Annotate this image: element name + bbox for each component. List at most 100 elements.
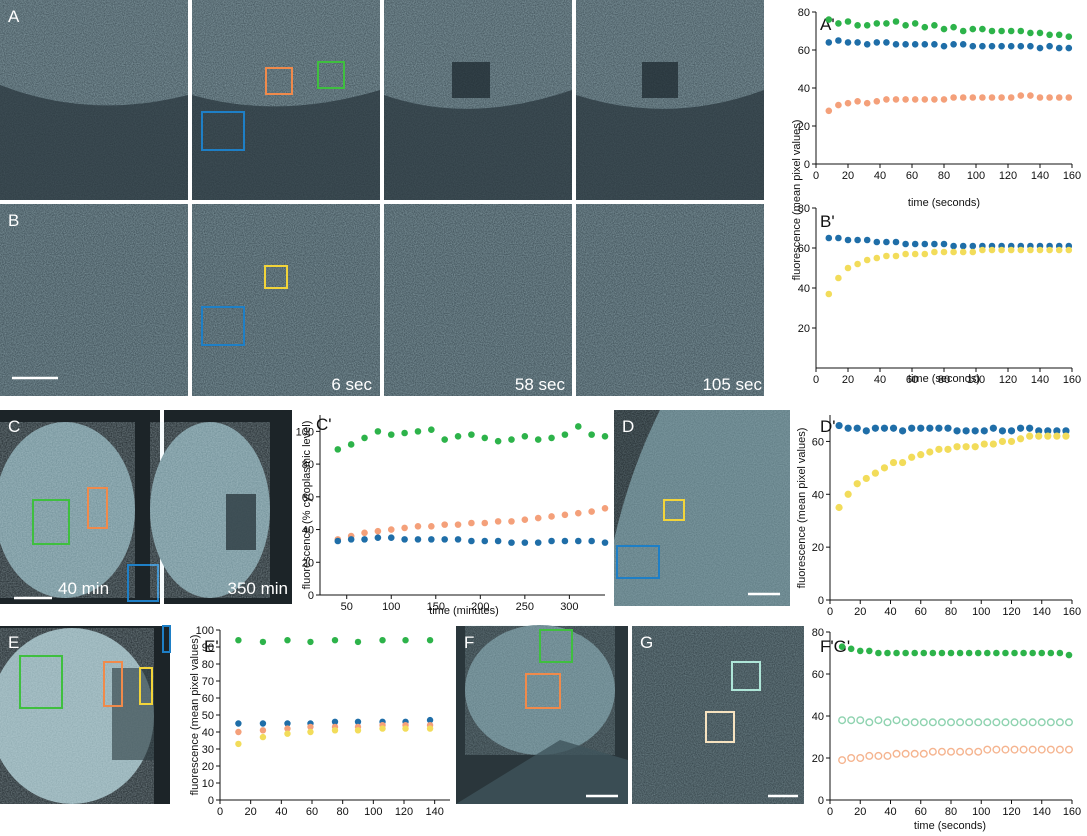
data-point-green — [892, 18, 900, 25]
time-label-c2: 350 min — [228, 579, 288, 598]
data-point-blue — [854, 39, 861, 46]
panel-g-image — [632, 626, 804, 804]
data-point-green — [938, 649, 946, 657]
data-point-yellow — [998, 246, 1005, 254]
data-point-blue — [959, 242, 967, 250]
y-tick-label: 90 — [202, 642, 214, 654]
data-point-green — [1065, 33, 1073, 40]
data-point-yellow — [940, 248, 948, 256]
data-point-yellow — [1035, 432, 1043, 440]
data-point-yellow — [1007, 437, 1016, 446]
data-point-orange — [1007, 94, 1015, 101]
data-point-blue — [892, 41, 900, 48]
y-tick-label: 80 — [798, 203, 810, 215]
data-point-blue — [1062, 427, 1070, 435]
time-label-b2: 6 sec — [331, 375, 372, 394]
data-point-blue — [883, 238, 890, 246]
data-point-orange_open — [1028, 745, 1037, 754]
data-point-yellow — [969, 248, 977, 256]
data-point-orange — [998, 94, 1005, 101]
data-point-blue — [899, 427, 907, 435]
data-point-blue — [980, 427, 988, 435]
data-point-blue — [534, 539, 542, 546]
data-point-blue — [989, 424, 997, 432]
data-point-green — [911, 20, 919, 27]
data-point-teal_open — [1010, 718, 1019, 727]
data-point-orange_open — [928, 747, 937, 756]
data-point-orange_open — [1010, 745, 1019, 754]
data-point-blue — [1016, 424, 1025, 432]
data-point-orange — [863, 99, 871, 107]
data-point-teal_open — [983, 718, 992, 727]
data-point-green — [1029, 649, 1036, 657]
roi-blue-e — [162, 625, 171, 653]
data-point-orange — [481, 519, 489, 527]
data-point-yellow — [235, 740, 242, 748]
roi-teal-g — [731, 661, 761, 691]
roi-green-e — [19, 655, 63, 709]
data-point-green — [1055, 31, 1063, 39]
roi-blue-c — [127, 564, 159, 602]
x-tick-label: 140 — [1031, 170, 1049, 182]
data-point-orange — [454, 521, 462, 528]
data-point-orange — [259, 727, 267, 734]
data-point-green — [902, 649, 909, 657]
data-point-teal_open — [1019, 718, 1028, 727]
data-point-blue — [931, 240, 938, 248]
x-tick-label: 250 — [516, 601, 534, 613]
data-point-yellow — [835, 503, 843, 512]
data-point-blue — [374, 534, 382, 542]
data-point-blue — [414, 536, 422, 543]
data-point-blue — [401, 536, 408, 543]
y-tick-label: 40 — [302, 525, 314, 537]
data-point-teal_open — [919, 718, 928, 727]
data-point-green — [1036, 29, 1044, 37]
roi-yellow-e — [139, 667, 153, 705]
x-tick-label: 160 — [1063, 170, 1081, 182]
data-point-orange_open — [910, 749, 919, 758]
data-point-orange_open — [1019, 745, 1028, 754]
data-point-yellow — [853, 480, 861, 488]
panel-label-b: B — [8, 211, 19, 230]
data-point-blue — [921, 240, 929, 248]
data-point-yellow — [889, 458, 898, 467]
data-point-blue — [426, 716, 434, 724]
data-point-yellow — [944, 445, 952, 453]
data-point-orange — [468, 519, 475, 527]
x-tick-label: 120 — [1002, 806, 1020, 818]
panel-d-image — [614, 410, 790, 606]
y-tick-label: 0 — [818, 595, 824, 607]
roi-yellow-b — [264, 265, 288, 289]
x-tick-label: 160 — [1063, 374, 1081, 386]
data-point-green — [825, 16, 833, 23]
data-point-green — [847, 645, 855, 653]
x-tick-label: 50 — [341, 601, 353, 613]
data-point-green — [1046, 31, 1053, 39]
data-point-yellow — [902, 250, 909, 258]
x-tick-label: 140 — [1033, 806, 1051, 818]
data-point-teal_open — [1055, 718, 1064, 727]
y-tick-label: 40 — [798, 83, 810, 95]
data-point-orange_open — [947, 747, 956, 756]
data-point-blue — [1055, 44, 1063, 52]
data-point-green — [1011, 649, 1018, 657]
x-tick-label: 20 — [245, 806, 257, 818]
data-point-yellow — [931, 248, 938, 256]
data-point-orange — [441, 521, 448, 528]
data-point-blue — [508, 539, 515, 546]
data-point-green — [911, 649, 918, 657]
data-point-yellow — [1027, 246, 1034, 254]
y-tick-label: 0 — [208, 795, 214, 807]
data-point-orange_open — [1037, 745, 1046, 754]
data-point-yellow — [880, 464, 889, 472]
panel-c-images: 40 min 350 min — [0, 410, 292, 604]
data-point-green — [284, 637, 291, 644]
data-point-blue — [835, 421, 843, 430]
data-point-teal_open — [910, 718, 919, 727]
chart-title: D' — [820, 417, 836, 436]
chart-b-prime: 0 20 40 60 80 100 120 140 160 20 40 60 80 B' time (sec… — [791, 120, 1081, 386]
data-point-yellow — [921, 250, 929, 258]
y-tick-label: 0 — [818, 795, 824, 807]
data-point-orange — [601, 504, 609, 512]
